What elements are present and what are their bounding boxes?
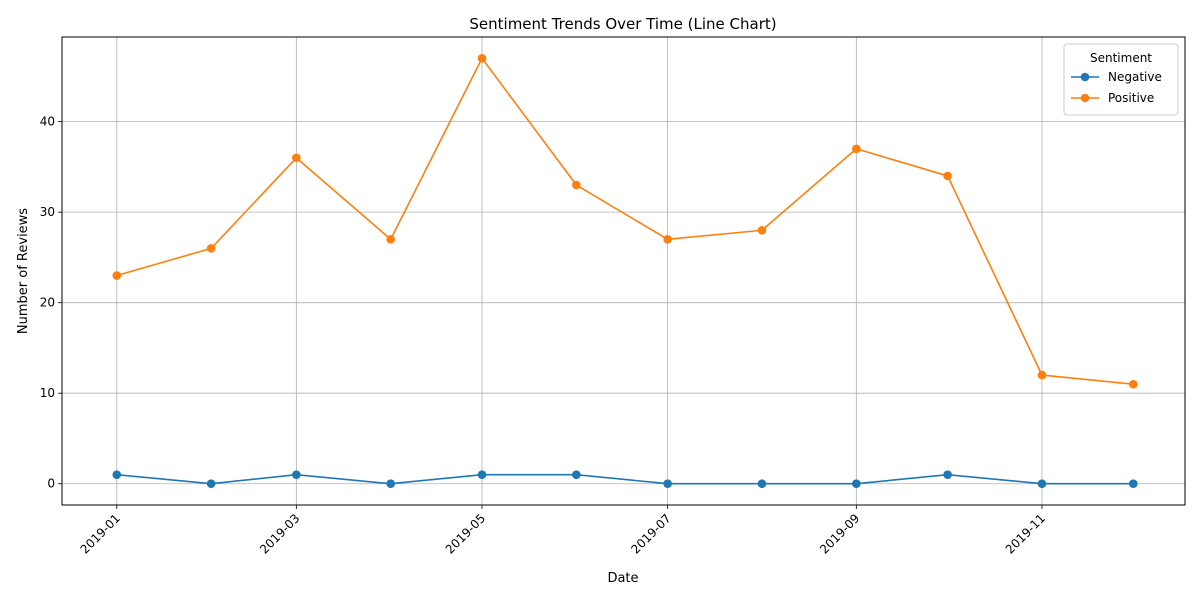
x-axis-label: Date [607,571,638,586]
data-point-negative [943,470,952,479]
series-negative [112,470,1138,489]
legend-item-negative: Negative [1071,70,1162,84]
series-line-positive [116,56,1134,385]
data-point-negative [206,479,216,489]
legend-item-positive: Positive [1071,91,1154,105]
plot-frame [61,36,1186,506]
y-axis-label: Number of Reviews [16,208,31,334]
y-tick-label: 0 [47,477,55,491]
chart-title: Sentiment Trends Over Time (Line Chart) [469,15,776,33]
y-tick-label: 20 [40,296,55,310]
data-point-positive [852,144,861,154]
data-point-negative [386,479,395,489]
data-point-positive [477,53,487,63]
legend: Sentiment Negative Positive [1063,43,1179,116]
legend-items: Negative Positive [1071,70,1162,105]
data-point-negative [477,470,487,479]
series-positive [112,53,1138,389]
data-point-positive [292,153,301,163]
data-point-negative [852,479,861,489]
data-point-positive [1128,379,1138,389]
data-point-positive [572,180,581,190]
legend-marker [1080,93,1090,103]
series-line-negative [116,473,1134,485]
legend-label: Negative [1108,70,1162,84]
data-point-positive [663,235,672,244]
legend-title: Sentiment [1090,51,1152,65]
y-axis-ticks: 0 10 20 30 40 [40,115,62,491]
series-layer [112,53,1138,489]
data-point-negative [112,470,122,479]
data-point-positive [757,225,767,235]
y-tick-label: 30 [40,205,55,219]
data-point-negative [1037,479,1047,489]
data-point-positive [386,235,395,244]
y-tick-label: 40 [40,115,55,129]
data-point-negative [292,470,301,479]
data-point-positive [1037,370,1047,380]
grid-lines [62,37,1185,505]
data-point-negative [757,479,767,489]
data-point-positive [206,244,216,253]
data-point-positive [943,171,952,181]
data-point-negative [1128,479,1138,489]
y-tick-label: 10 [40,386,55,400]
legend-marker [1080,72,1090,82]
data-point-positive [112,271,122,280]
data-point-negative [663,479,672,489]
legend-label: Positive [1108,91,1154,105]
data-point-negative [572,470,581,479]
